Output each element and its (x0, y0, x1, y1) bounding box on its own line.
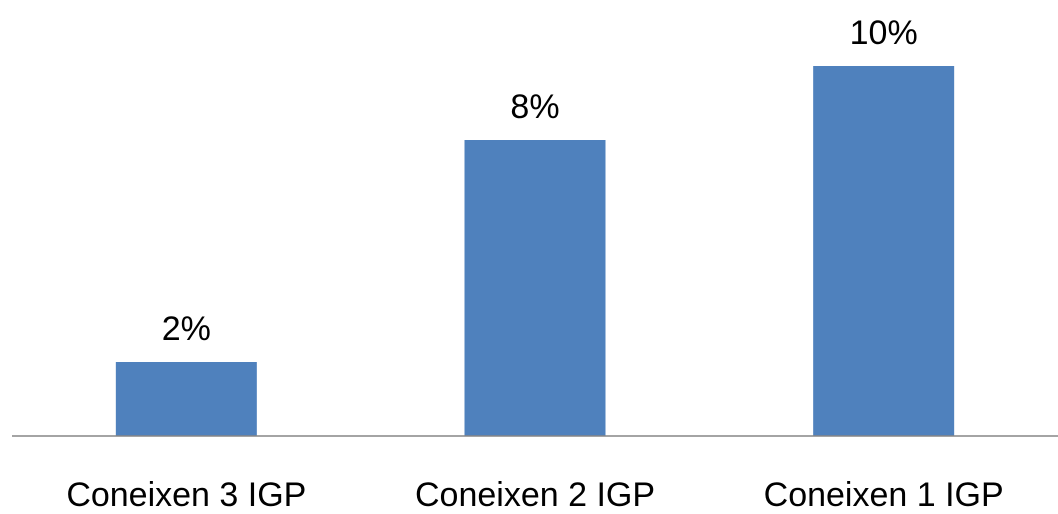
x-tick-label-1: Coneixen 3 IGP (66, 476, 306, 509)
x-tick-labels-layer: Coneixen 3 IGP Coneixen 2 IGP Coneixen 1 I… (66, 476, 1004, 514)
x-tick-label-2: Coneixen 2 IGP (415, 476, 655, 509)
data-label-1: 2% (162, 310, 211, 348)
x-tick-label-3: Coneixen 1 IGP (764, 476, 1004, 509)
data-label-2: 8% (510, 88, 559, 126)
bar-3 (813, 66, 955, 436)
bars-layer (115, 66, 955, 436)
bar-1 (115, 362, 257, 436)
data-label-3: 10% (850, 14, 918, 52)
data-labels-layer: 2% 8% 10% (162, 14, 918, 348)
bar-2 (464, 140, 606, 436)
